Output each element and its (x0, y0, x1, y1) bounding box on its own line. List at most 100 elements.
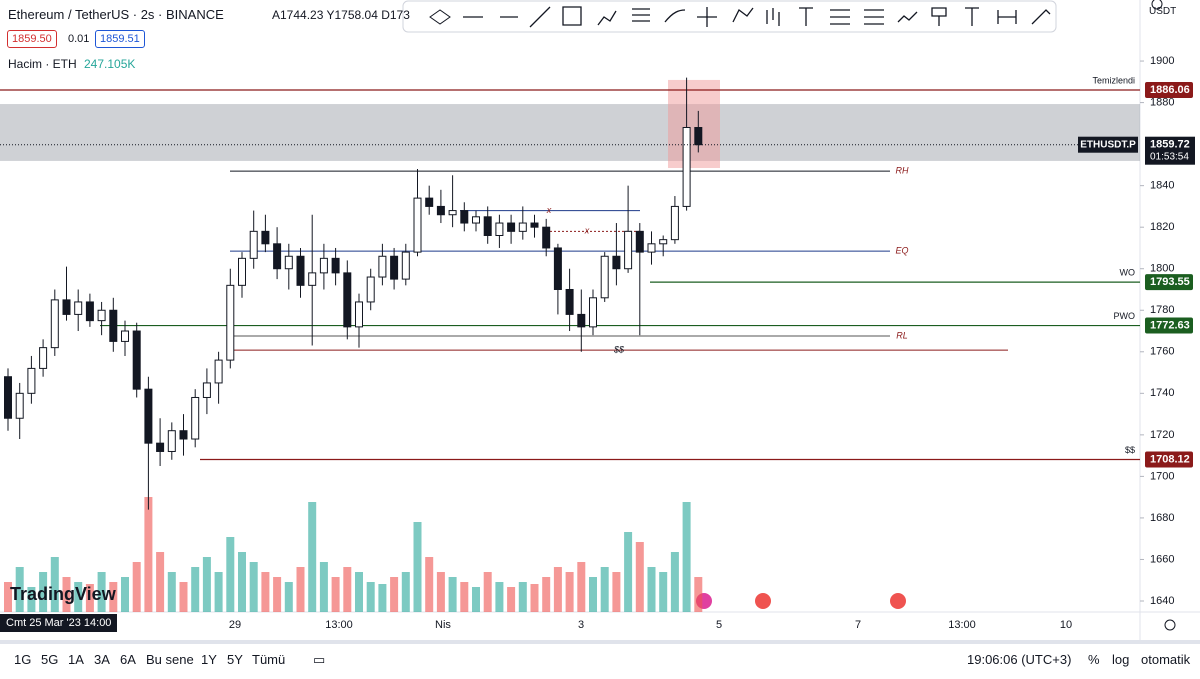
candle-body (518, 222, 527, 232)
range-button[interactable]: 5Y (227, 652, 243, 667)
volume-bar (682, 502, 691, 612)
candle-body (413, 197, 422, 253)
range-button[interactable]: 1G (14, 652, 32, 667)
volume-bar (121, 577, 129, 612)
currency[interactable]: USDT (1149, 6, 1177, 17)
percent-toggle[interactable]: % (1088, 652, 1100, 667)
candle-body (167, 430, 176, 452)
candle-body (226, 284, 235, 361)
volume-bar (273, 577, 282, 612)
candle-body (647, 243, 656, 253)
candle-body (366, 276, 375, 303)
candle-body (682, 127, 691, 207)
candle-body (62, 299, 71, 315)
y-tick-label: 1880 (1150, 96, 1174, 108)
volume-bar (202, 557, 211, 612)
symbol-tag-bg (1078, 136, 1138, 153)
candle-body (507, 222, 516, 232)
tool-icon[interactable] (429, 9, 451, 25)
x-tick-label: 13:00 (325, 619, 353, 631)
volume-bar (507, 587, 516, 612)
volume-bar (15, 567, 24, 612)
price-label: 1886.06 (1150, 84, 1190, 96)
highlight-box (668, 79, 720, 169)
y-tick-label: 1700 (1150, 470, 1174, 482)
auto-toggle[interactable]: otomatik (1141, 652, 1191, 667)
tool-icon[interactable] (463, 6, 1051, 28)
level-tag: WO (1120, 267, 1136, 277)
candle-body (27, 367, 36, 394)
volume-bar (50, 557, 59, 612)
volume-bar (647, 567, 656, 612)
candle-body (565, 288, 574, 315)
volume-bar (565, 572, 574, 612)
price-label: 1772.63 (1150, 319, 1190, 331)
y-tick-label: 1800 (1150, 263, 1174, 275)
range-button[interactable]: 3A (94, 652, 110, 667)
candle-body (425, 197, 434, 207)
volume-bar (238, 552, 246, 612)
settings-icon[interactable] (1164, 619, 1176, 631)
clock: 19:06:06 (UTC+3) (967, 652, 1072, 667)
segment-tag: $$ (613, 345, 625, 355)
range-button[interactable]: Tümü (252, 652, 286, 667)
volume-bar (401, 572, 410, 612)
volume-bar (670, 552, 679, 612)
volume-bar (355, 572, 363, 612)
event-icon[interactable] (755, 593, 771, 609)
volume-bar (577, 562, 586, 612)
candle-body (156, 442, 165, 452)
volume-bar (27, 587, 36, 612)
volume-bar (132, 562, 141, 612)
volume-bar (413, 522, 422, 612)
candle-body (85, 301, 94, 322)
settings-icon[interactable] (1151, 0, 1163, 10)
volume-bar (214, 572, 223, 612)
candle-body (121, 330, 129, 342)
price-label-bg (1145, 82, 1193, 99)
candle-body (144, 388, 153, 444)
candle-body (109, 309, 118, 342)
y-tick-label: 1760 (1150, 346, 1174, 358)
segment-tag: RL (896, 330, 908, 340)
buy-button[interactable]: 1859.51 (95, 30, 145, 48)
range-button[interactable]: 1Y (201, 652, 217, 667)
x-tick-label: 13:00 (948, 619, 976, 631)
sell-button[interactable]: 1859.50 (7, 30, 57, 48)
candle-body (401, 251, 410, 280)
volume-bar (553, 567, 562, 612)
volume-bar (694, 577, 703, 612)
event-icon[interactable] (890, 593, 906, 609)
toolbar[interactable] (402, 0, 1057, 33)
price-label-bg (1145, 451, 1193, 468)
volume-bar (612, 572, 621, 612)
candle-body (15, 392, 24, 419)
volume-bar (85, 584, 94, 612)
candle-body (202, 382, 211, 398)
volume-bar (39, 572, 48, 612)
range-button[interactable]: Bu sene (146, 652, 194, 667)
date-icon[interactable]: ▭ (313, 652, 326, 667)
symbol[interactable]: Ethereum / TetherUS · 2s · BINANCE (8, 7, 224, 22)
range-button[interactable]: 5G (41, 652, 59, 667)
candle-body (390, 255, 399, 280)
volume-bar (460, 582, 469, 612)
candle-body (694, 127, 703, 146)
price-label: 1793.55 (1150, 276, 1190, 288)
volume-bar (483, 572, 492, 612)
chart: 1900 1880 1840 1820 1800 1780 1760 1740 1720 1700… (0, 0, 1200, 640)
volume-bar (600, 567, 609, 612)
price-label-bg (1145, 274, 1193, 291)
candle-body (308, 272, 317, 286)
candle-body (448, 210, 457, 216)
candle-body (331, 257, 340, 274)
volume-bar (448, 577, 457, 612)
log-toggle[interactable]: log (1112, 652, 1130, 667)
candle-body (273, 243, 282, 270)
candle-body (553, 247, 562, 290)
volume-bar (530, 584, 539, 612)
range-button[interactable]: 6A (120, 652, 136, 667)
volume-bar (62, 577, 71, 612)
x-tick-label: 7 (855, 619, 861, 631)
range-button[interactable]: 1A (68, 652, 84, 667)
